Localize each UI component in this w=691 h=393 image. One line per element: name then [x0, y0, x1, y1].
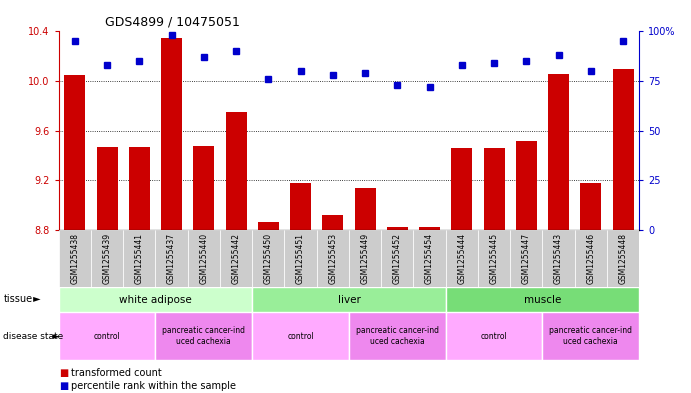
- Text: pancreatic cancer-ind
uced cachexia: pancreatic cancer-ind uced cachexia: [162, 326, 245, 346]
- Text: GSM1255443: GSM1255443: [554, 233, 563, 284]
- Text: tissue: tissue: [3, 294, 32, 305]
- Text: GSM1255441: GSM1255441: [135, 233, 144, 284]
- Text: percentile rank within the sample: percentile rank within the sample: [71, 381, 236, 391]
- Bar: [542, 230, 575, 287]
- Bar: [285, 230, 316, 287]
- Text: GSM1255454: GSM1255454: [425, 233, 434, 284]
- Text: GSM1255440: GSM1255440: [199, 233, 209, 284]
- Text: ■: ■: [59, 367, 68, 378]
- Bar: [446, 230, 478, 287]
- Text: GSM1255438: GSM1255438: [70, 233, 79, 284]
- Bar: [381, 230, 413, 287]
- Text: GSM1255453: GSM1255453: [328, 233, 337, 284]
- Bar: [290, 183, 311, 230]
- Bar: [354, 188, 376, 230]
- Text: GSM1255448: GSM1255448: [618, 233, 627, 284]
- Text: ►: ►: [30, 294, 40, 305]
- Bar: [478, 230, 510, 287]
- Bar: [123, 230, 155, 287]
- Bar: [484, 148, 504, 230]
- Bar: [225, 112, 247, 230]
- Bar: [59, 287, 252, 312]
- Bar: [349, 312, 446, 360]
- Text: ■: ■: [59, 381, 68, 391]
- Text: ►: ►: [50, 332, 59, 340]
- Bar: [59, 312, 155, 360]
- Text: white adipose: white adipose: [119, 295, 192, 305]
- Bar: [542, 312, 639, 360]
- Text: control: control: [94, 332, 120, 340]
- Bar: [349, 230, 381, 287]
- Text: GSM1255446: GSM1255446: [586, 233, 596, 284]
- Bar: [193, 145, 214, 230]
- Bar: [258, 222, 278, 230]
- Bar: [451, 148, 472, 230]
- Text: control: control: [287, 332, 314, 340]
- Text: pancreatic cancer-ind
uced cachexia: pancreatic cancer-ind uced cachexia: [549, 326, 632, 346]
- Bar: [515, 141, 537, 230]
- Bar: [419, 228, 440, 230]
- Text: GDS4899 / 10475051: GDS4899 / 10475051: [105, 16, 240, 29]
- Bar: [59, 230, 91, 287]
- Bar: [64, 75, 86, 230]
- Bar: [322, 215, 343, 230]
- Text: control: control: [481, 332, 507, 340]
- Text: GSM1255442: GSM1255442: [231, 233, 240, 284]
- Bar: [129, 147, 150, 230]
- Text: GSM1255439: GSM1255439: [102, 233, 112, 284]
- Text: GSM1255447: GSM1255447: [522, 233, 531, 284]
- Text: pancreatic cancer-ind
uced cachexia: pancreatic cancer-ind uced cachexia: [356, 326, 439, 346]
- Bar: [161, 38, 182, 230]
- Bar: [220, 230, 252, 287]
- Bar: [155, 312, 252, 360]
- Bar: [252, 312, 349, 360]
- Text: GSM1255437: GSM1255437: [167, 233, 176, 284]
- Bar: [446, 287, 639, 312]
- Text: disease state: disease state: [3, 332, 64, 340]
- Bar: [97, 147, 117, 230]
- Text: GSM1255449: GSM1255449: [361, 233, 370, 284]
- Bar: [155, 230, 188, 287]
- Bar: [607, 230, 639, 287]
- Bar: [413, 230, 446, 287]
- Bar: [548, 73, 569, 230]
- Bar: [446, 312, 542, 360]
- Bar: [510, 230, 542, 287]
- Text: muscle: muscle: [524, 295, 561, 305]
- Text: GSM1255452: GSM1255452: [392, 233, 402, 284]
- Bar: [252, 287, 446, 312]
- Bar: [575, 230, 607, 287]
- Bar: [387, 228, 408, 230]
- Bar: [580, 183, 601, 230]
- Text: GSM1255451: GSM1255451: [296, 233, 305, 284]
- Text: GSM1255450: GSM1255450: [264, 233, 273, 284]
- Text: GSM1255445: GSM1255445: [489, 233, 499, 284]
- Bar: [252, 230, 285, 287]
- Bar: [91, 230, 123, 287]
- Text: GSM1255444: GSM1255444: [457, 233, 466, 284]
- Bar: [188, 230, 220, 287]
- Text: liver: liver: [337, 295, 361, 305]
- Bar: [612, 69, 634, 230]
- Text: transformed count: transformed count: [71, 367, 162, 378]
- Bar: [316, 230, 349, 287]
